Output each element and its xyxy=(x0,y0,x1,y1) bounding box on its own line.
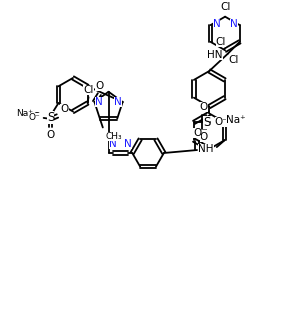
Text: Cl: Cl xyxy=(228,55,238,65)
Text: O: O xyxy=(32,112,41,122)
Text: N: N xyxy=(230,19,238,29)
Text: O: O xyxy=(47,130,55,140)
Text: O: O xyxy=(200,102,208,112)
Text: N: N xyxy=(114,97,122,107)
Text: N: N xyxy=(109,139,116,149)
Text: Na⁺: Na⁺ xyxy=(226,116,245,125)
Text: Cl: Cl xyxy=(83,85,94,95)
Text: Na⁺: Na⁺ xyxy=(16,110,33,118)
Text: NH: NH xyxy=(198,144,214,154)
Text: O⁻: O⁻ xyxy=(29,113,41,122)
Text: Cl: Cl xyxy=(215,37,226,47)
Text: Cl: Cl xyxy=(220,2,230,12)
Text: O: O xyxy=(200,132,208,142)
Text: S: S xyxy=(47,111,54,124)
Text: N: N xyxy=(213,19,220,29)
Text: CH₃: CH₃ xyxy=(106,133,122,141)
Text: O: O xyxy=(95,81,103,91)
Text: O⁻: O⁻ xyxy=(215,117,228,127)
Text: S: S xyxy=(203,116,211,129)
Text: N: N xyxy=(125,139,132,149)
Text: N: N xyxy=(95,97,103,107)
Text: O: O xyxy=(60,104,69,114)
Text: O: O xyxy=(193,128,201,138)
Text: HN: HN xyxy=(207,50,223,60)
